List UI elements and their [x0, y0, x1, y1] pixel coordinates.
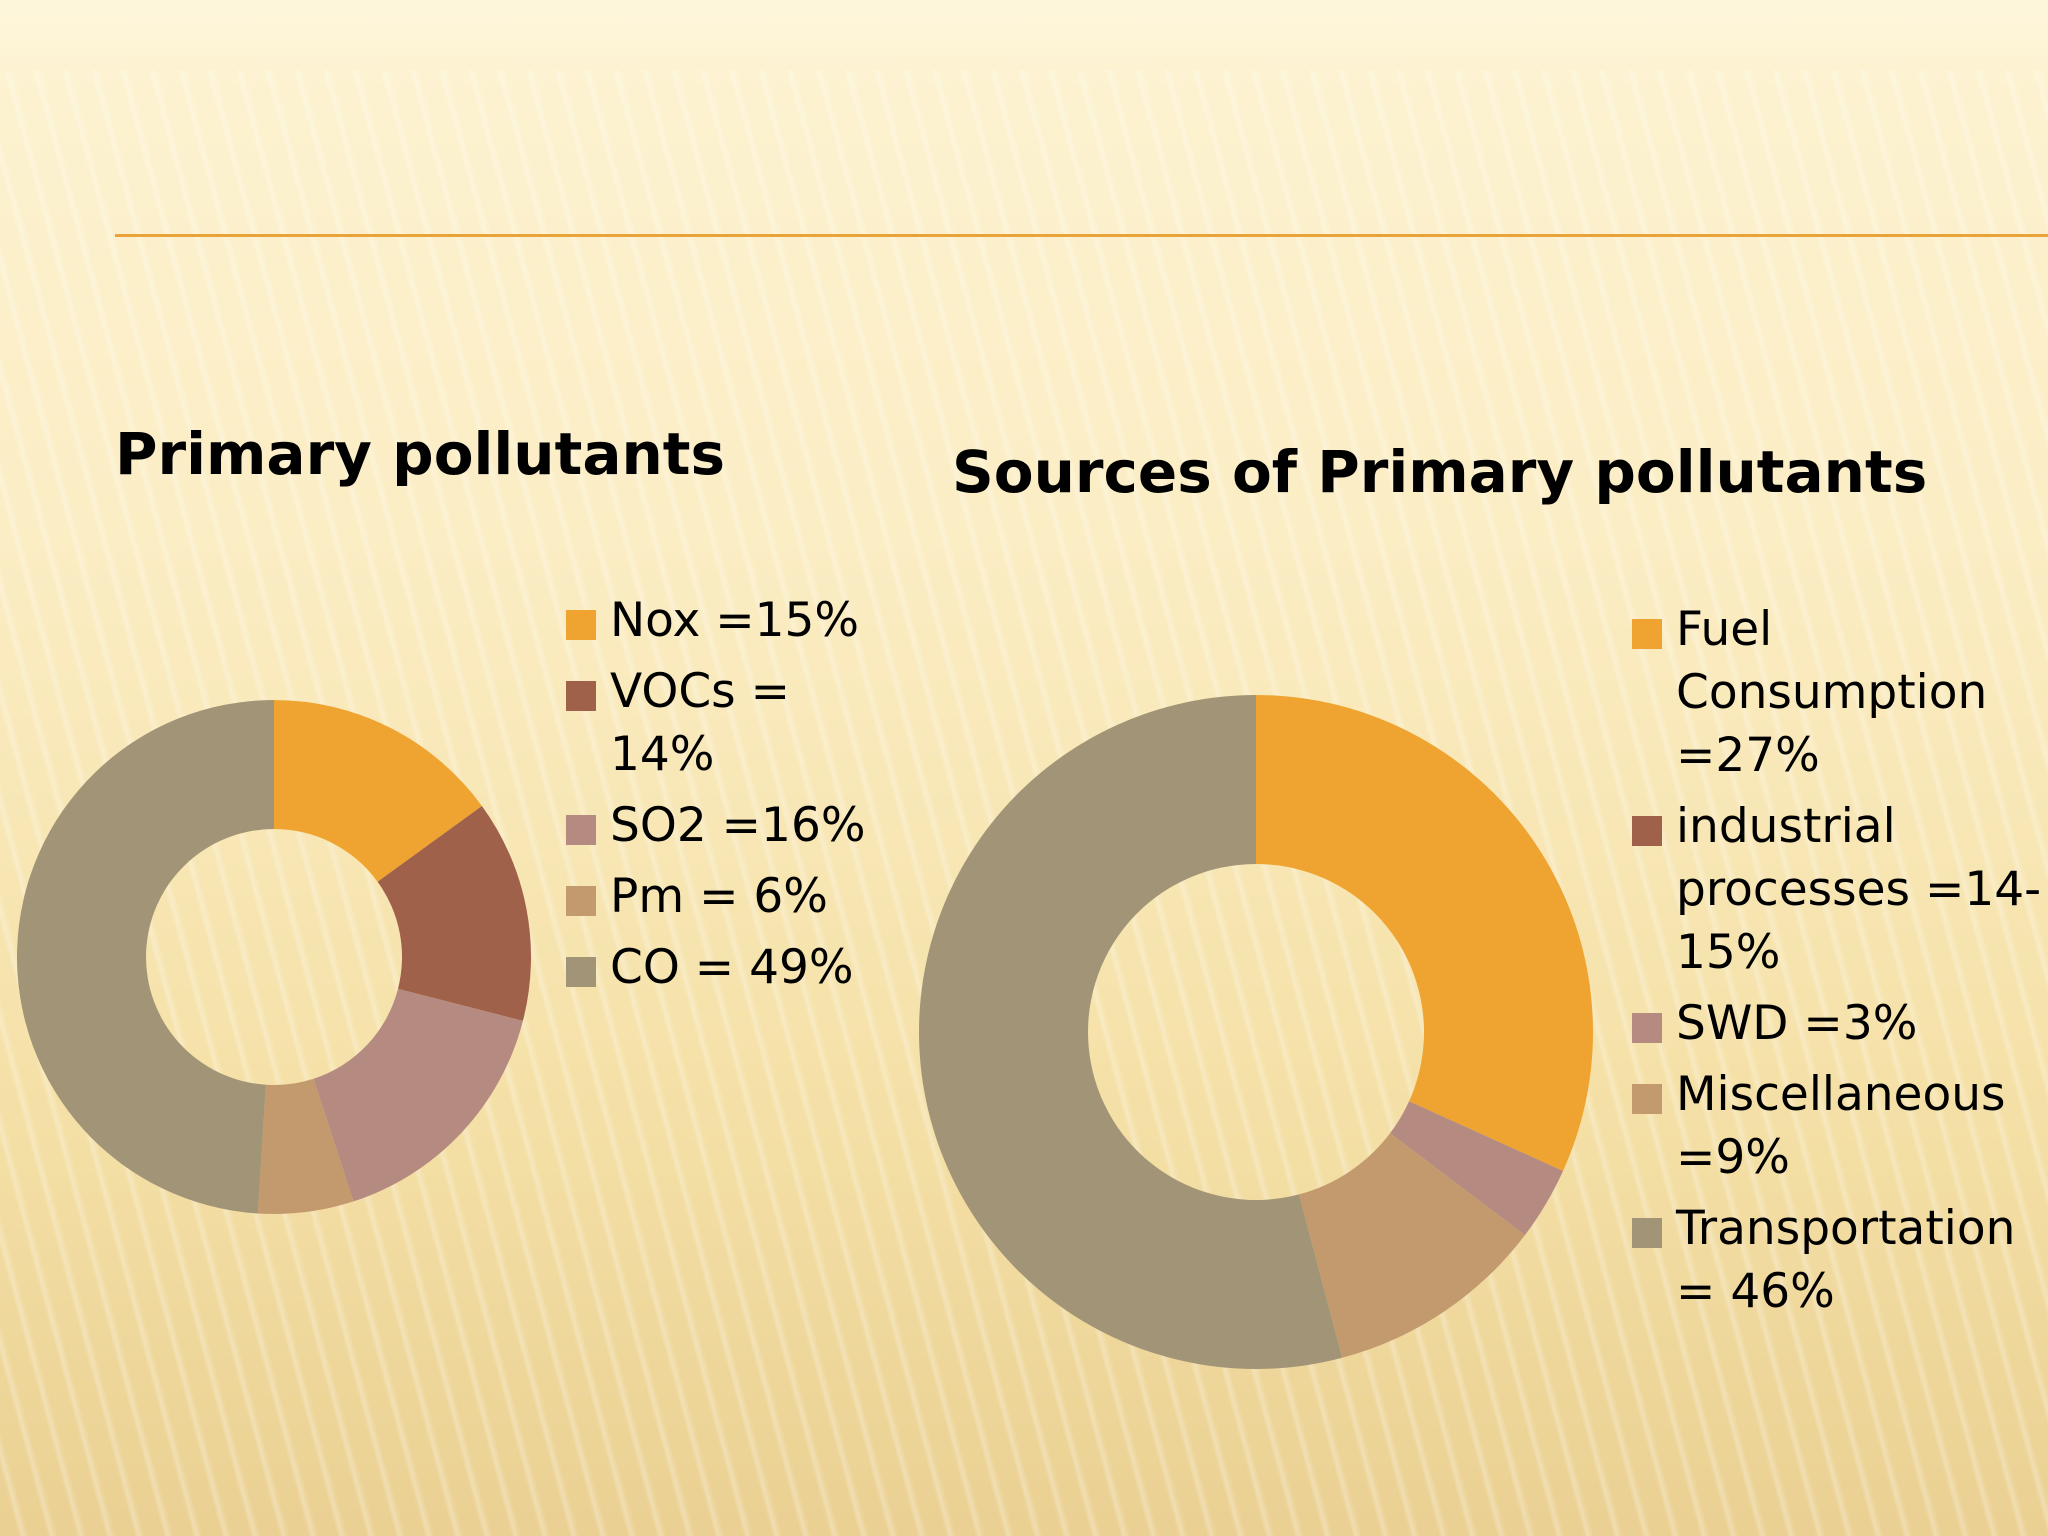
legend-label: SWD =3% — [1676, 996, 1918, 1051]
slice-swd-3 — [1390, 1101, 1564, 1236]
legend-item-pm-6: Pm = 6% — [566, 865, 866, 928]
legend-item-co-49: CO = 49% — [566, 936, 866, 999]
slice-pm-6 — [257, 1078, 354, 1214]
accent-rule — [115, 234, 2048, 237]
slice-miscellaneous-9 — [1298, 1133, 1525, 1358]
chart-title-primary-pollutants: Primary pollutants — [115, 420, 725, 488]
legend-swatch — [566, 957, 596, 987]
top-band — [0, 0, 2048, 90]
legend-label: CO = 49% — [610, 940, 854, 995]
legend-label: Nox =15% — [610, 593, 860, 648]
legend-item-nox-15: Nox =15% — [566, 589, 866, 652]
slice-fuel-consumption-27 — [1256, 695, 1593, 1171]
donut-chart-primary-pollutants — [17, 700, 531, 1214]
legend-primary-pollutants: Nox =15% VOCs = 14% SO2 =16% Pm = 6% CO = 49… — [566, 589, 866, 1007]
legend-item-fuel-consumption-27: Fuel Consumption =27% — [1632, 598, 2048, 787]
slice-co-49 — [17, 700, 275, 1214]
legend-item-industrial-processes-14-15: industrial processes =14-15% — [1632, 795, 2048, 984]
legend-item-vocs-14: VOCs = 14% — [566, 660, 866, 786]
legend-swatch — [566, 610, 596, 640]
legend-label: Transportation = 46% — [1676, 1201, 2016, 1319]
legend-swatch — [1632, 816, 1662, 846]
legend-swatch — [566, 815, 596, 845]
legend-item-so2-16: SO2 =16% — [566, 794, 866, 857]
legend-label: Miscellaneous =9% — [1676, 1067, 2006, 1185]
legend-swatch — [1632, 1013, 1662, 1043]
slice-transportation-46 — [919, 695, 1343, 1369]
legend-swatch — [566, 681, 596, 711]
donut-chart-sources — [919, 695, 1593, 1369]
legend-item-miscellaneous-9: Miscellaneous =9% — [1632, 1063, 2048, 1189]
legend-label: Fuel Consumption =27% — [1676, 602, 1988, 783]
legend-label: VOCs = 14% — [610, 664, 790, 782]
chart-title-sources: Sources of Primary pollutants — [952, 438, 1928, 506]
legend-label: SO2 =16% — [610, 798, 866, 853]
legend-sources: Fuel Consumption =27% industrial processe… — [1632, 598, 2048, 1331]
legend-label: Pm = 6% — [610, 869, 828, 924]
legend-label: industrial processes =14-15% — [1676, 799, 2042, 980]
legend-item-swd-3: SWD =3% — [1632, 992, 2048, 1055]
slice-so2-16 — [313, 988, 523, 1202]
legend-item-transportation-46: Transportation = 46% — [1632, 1197, 2048, 1323]
legend-swatch — [1632, 1084, 1662, 1114]
legend-swatch — [566, 886, 596, 916]
slice-vocs-14 — [377, 805, 531, 1021]
legend-swatch — [1632, 619, 1662, 649]
legend-swatch — [1632, 1218, 1662, 1248]
slice-nox-15 — [274, 700, 482, 882]
